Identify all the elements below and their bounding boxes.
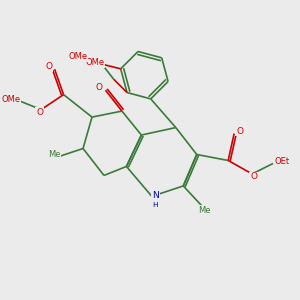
- Text: O: O: [95, 83, 102, 92]
- Text: Me: Me: [198, 206, 211, 215]
- Text: N: N: [152, 191, 159, 200]
- Text: O: O: [36, 108, 43, 117]
- Text: OMe: OMe: [85, 58, 104, 67]
- Text: O: O: [45, 62, 52, 71]
- Text: OEt: OEt: [274, 158, 290, 166]
- Text: H: H: [153, 202, 158, 208]
- Text: O: O: [250, 172, 257, 182]
- Text: OMe: OMe: [68, 52, 87, 62]
- Text: OMe: OMe: [2, 94, 21, 103]
- Text: O: O: [236, 127, 243, 136]
- Text: Me: Me: [48, 150, 60, 159]
